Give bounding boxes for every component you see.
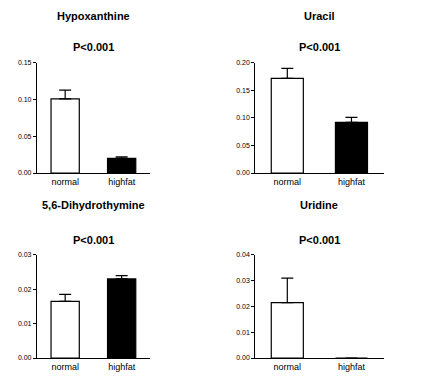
svg-text:0.10: 0.10: [18, 96, 32, 103]
svg-text:normal: normal: [274, 362, 302, 372]
svg-text:0.10: 0.10: [236, 114, 250, 121]
svg-text:5,6-Dihydrothymine: 5,6-Dihydrothymine: [42, 199, 145, 211]
svg-text:0.05: 0.05: [18, 133, 32, 140]
svg-text:highfat: highfat: [108, 362, 136, 372]
svg-text:0.00: 0.00: [236, 354, 250, 361]
svg-text:0.03: 0.03: [236, 277, 250, 284]
svg-text:P<0.001: P<0.001: [73, 234, 114, 246]
svg-text:0.15: 0.15: [236, 87, 250, 94]
svg-text:0.02: 0.02: [18, 286, 32, 293]
svg-text:Uracil: Uracil: [304, 10, 335, 22]
svg-text:normal: normal: [51, 177, 79, 187]
svg-text:normal: normal: [274, 177, 302, 187]
svg-text:0.00: 0.00: [18, 354, 32, 361]
svg-text:normal: normal: [51, 362, 79, 372]
svg-text:0.04: 0.04: [236, 251, 250, 258]
svg-text:0.03: 0.03: [18, 251, 32, 258]
svg-text:0.20: 0.20: [236, 59, 250, 66]
svg-text:P<0.001: P<0.001: [299, 41, 340, 53]
svg-text:P<0.001: P<0.001: [73, 41, 114, 53]
svg-text:0.05: 0.05: [236, 142, 250, 149]
svg-text:Hypoxanthine: Hypoxanthine: [57, 10, 130, 22]
svg-text:0.02: 0.02: [236, 303, 250, 310]
svg-text:0.15: 0.15: [18, 59, 32, 66]
svg-text:highfat: highfat: [338, 177, 366, 187]
svg-text:Uridine: Uridine: [300, 199, 338, 211]
svg-text:0.01: 0.01: [236, 329, 250, 336]
svg-text:highfat: highfat: [338, 362, 366, 372]
svg-text:highfat: highfat: [108, 177, 136, 187]
svg-text:P<0.001: P<0.001: [299, 234, 340, 246]
svg-text:0.00: 0.00: [236, 169, 250, 176]
svg-text:0.01: 0.01: [18, 320, 32, 327]
svg-text:0.00: 0.00: [18, 169, 32, 176]
